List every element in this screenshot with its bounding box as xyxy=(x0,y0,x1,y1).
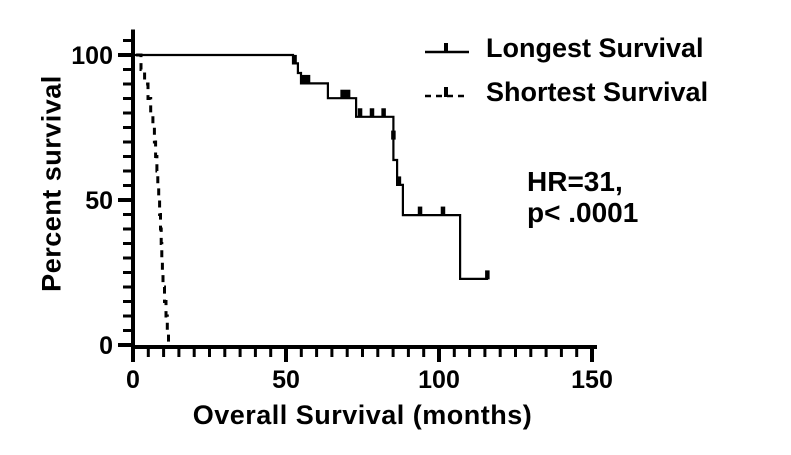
hr-annotation: HR=31, p< .0001 xyxy=(527,166,638,229)
series-shortest-survival xyxy=(136,53,170,347)
legend-item-longest: Longest Survival xyxy=(424,26,708,70)
censor-tick xyxy=(417,206,423,216)
x-axis: 0 50 100 150 xyxy=(126,345,613,394)
legend-item-shortest: Shortest Survival xyxy=(424,70,708,114)
censor-tick xyxy=(369,108,375,118)
hr-value: HR=31, xyxy=(527,166,623,197)
y-axis-title: Percent survival xyxy=(36,75,67,292)
censor-tick xyxy=(381,108,386,118)
censor-tick xyxy=(396,176,402,186)
y-axis: 0 50 100 xyxy=(71,29,135,360)
legend-label-longest: Longest Survival xyxy=(486,32,704,63)
p-value: p< .0001 xyxy=(527,197,639,229)
survival-curve xyxy=(133,53,488,280)
y-tick-label: 0 xyxy=(99,332,113,360)
censor-tick xyxy=(391,130,396,140)
solid-line-with-censor-tick-icon xyxy=(425,43,469,54)
legend-label-shortest: Shortest Survival xyxy=(486,76,709,107)
censor-tick xyxy=(485,270,490,280)
x-tick-label: 150 xyxy=(571,366,613,394)
y-tick-label: 50 xyxy=(85,187,113,215)
series-longest-survival xyxy=(133,53,490,280)
x-tick-label: 0 xyxy=(126,366,140,394)
survival-curve xyxy=(136,53,170,347)
x-tick-label: 50 xyxy=(272,366,300,394)
censor-tick xyxy=(357,108,363,118)
x-tick-label: 100 xyxy=(418,366,460,394)
dashed-line-with-censor-tick-icon xyxy=(425,87,469,98)
censor-tick xyxy=(300,74,311,84)
censor-tick xyxy=(440,206,446,216)
censor-tick xyxy=(340,89,351,99)
legend: Longest Survival Shortest Survival xyxy=(424,26,708,114)
censor-tick xyxy=(292,54,297,64)
y-tick-label: 100 xyxy=(71,42,113,70)
x-axis-title: Overall Survival (months) xyxy=(192,400,533,430)
